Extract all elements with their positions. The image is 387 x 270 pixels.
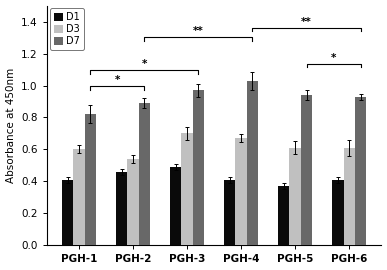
Bar — [73, 150, 85, 245]
Bar — [139, 103, 150, 245]
Bar — [182, 133, 193, 245]
Bar — [85, 114, 96, 245]
Legend: D1, D3, D7: D1, D3, D7 — [50, 8, 84, 50]
Bar — [247, 81, 258, 245]
Text: **: ** — [301, 17, 312, 27]
Bar — [62, 180, 73, 245]
Bar — [278, 186, 289, 245]
Bar — [289, 148, 301, 245]
Bar — [235, 138, 247, 245]
Text: *: * — [142, 59, 147, 69]
Text: *: * — [331, 53, 336, 63]
Bar — [355, 97, 366, 245]
Bar — [170, 167, 182, 245]
Bar — [344, 148, 355, 245]
Y-axis label: Absorbance at 450nm: Absorbance at 450nm — [5, 68, 15, 183]
Text: *: * — [115, 75, 120, 85]
Bar — [332, 180, 344, 245]
Bar — [301, 95, 312, 245]
Text: **: ** — [193, 26, 204, 36]
Bar — [193, 90, 204, 245]
Bar — [127, 159, 139, 245]
Bar — [116, 172, 127, 245]
Bar — [224, 180, 235, 245]
